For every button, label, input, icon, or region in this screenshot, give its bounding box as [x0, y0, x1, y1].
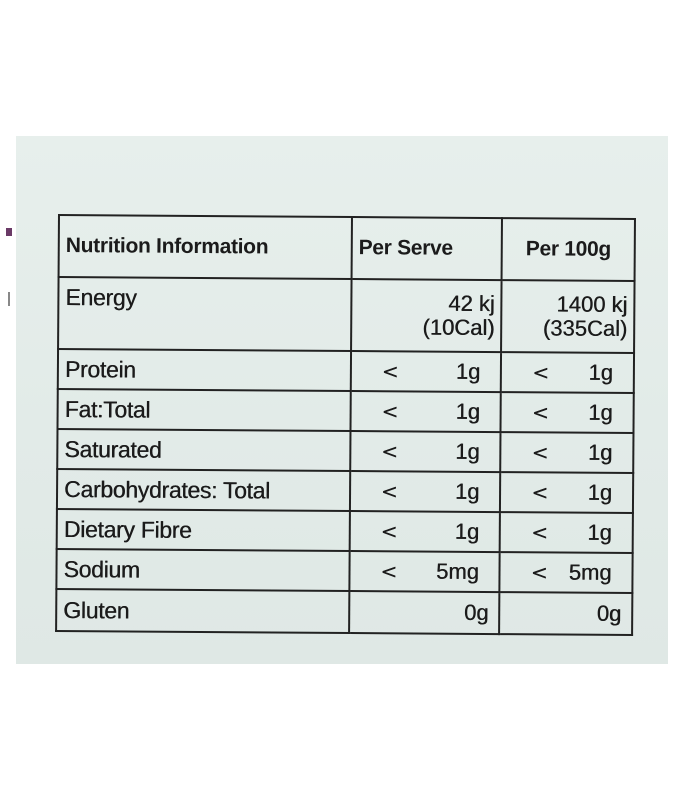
less-than-symbol: < — [531, 520, 548, 545]
less-than-symbol: < — [532, 360, 550, 385]
per-serve-value: 1g — [455, 398, 481, 424]
row-label: Carbohydrates: Total — [56, 469, 351, 512]
per-100g-value: 1g — [588, 359, 613, 385]
edge-mark-2 — [8, 292, 10, 306]
table-row: Fat:Total <1g <1g — [57, 389, 634, 434]
energy-per-100g-cal: (335Cal) — [542, 315, 628, 341]
energy-per-serve: 42 kj (10Cal) — [350, 279, 502, 353]
per-100g-cell: <1g — [500, 472, 634, 514]
per-serve-value: 1g — [454, 478, 480, 504]
header-row: Nutrition Information Per Serve Per 100g — [58, 215, 635, 282]
label-photo: Nutrition Information Per Serve Per 100g… — [16, 136, 668, 664]
table-row: Dietary Fibre <1g <1g — [56, 508, 633, 554]
per-100g-value: 0g — [499, 592, 633, 636]
less-than-symbol: < — [380, 479, 398, 504]
row-label: Protein — [57, 349, 351, 392]
per-100g-cell: <5mg — [499, 552, 633, 594]
per-100g-value: 1g — [588, 399, 613, 425]
nutrition-table: Nutrition Information Per Serve Per 100g… — [55, 214, 636, 636]
edge-mark — [6, 228, 12, 236]
per-serve-cell: <1g — [350, 351, 502, 393]
row-label: Fat:Total — [57, 389, 351, 432]
energy-per-serve-kj: 42 kj — [448, 290, 495, 317]
header-nutrition-information: Nutrition Information — [58, 215, 352, 280]
table-row: Carbohydrates: Total <1g <1g — [56, 469, 634, 514]
row-label: Gluten — [56, 588, 350, 634]
per-serve-cell: <1g — [350, 431, 501, 473]
per-100g-value: 1g — [587, 479, 613, 505]
row-label: Saturated — [57, 429, 351, 472]
per-serve-value: 1g — [455, 358, 481, 384]
per-serve-value: 1g — [454, 518, 480, 544]
per-serve-cell: <1g — [349, 511, 501, 553]
table-row: Protein <1g <1g — [57, 349, 635, 394]
per-100g-cell: <1g — [500, 392, 634, 434]
energy-per-serve-cal: (10Cal) — [422, 314, 495, 341]
energy-per-100g: 1400 kj (335Cal) — [501, 280, 635, 354]
table-row: Sodium <5mg <5mg — [56, 548, 633, 594]
table-row-energy: Energy 42 kj (10Cal) 1400 kj (335Cal) — [58, 277, 635, 354]
energy-per-100g-kj: 1400 kj — [556, 291, 628, 317]
row-label: Dietary Fibre — [56, 508, 350, 552]
table-row: Gluten 0g 0g — [56, 588, 633, 636]
less-than-symbol: < — [380, 519, 398, 544]
per-100g-cal: <1g — [501, 352, 635, 394]
less-than-symbol: < — [381, 399, 399, 424]
per-serve-value: 0g — [348, 591, 500, 635]
less-than-symbol: < — [531, 440, 549, 465]
header-per-100g: Per 100g — [501, 218, 635, 282]
per-100g-value: 1g — [587, 439, 613, 465]
per-serve-value: 5mg — [435, 558, 479, 584]
per-100g-value: 1g — [587, 519, 612, 545]
less-than-symbol: < — [381, 439, 399, 464]
less-than-symbol: < — [381, 359, 399, 384]
less-than-symbol: < — [531, 400, 549, 425]
per-serve-cell: <1g — [350, 391, 502, 433]
less-than-symbol: < — [531, 480, 549, 505]
less-than-symbol: < — [380, 559, 398, 584]
nutrition-label: Nutrition Information Per Serve Per 100g… — [46, 200, 636, 640]
per-serve-cell: <5mg — [349, 551, 500, 593]
row-label: Energy — [58, 277, 352, 352]
less-than-symbol: < — [530, 560, 548, 585]
per-100g-cell: <1g — [500, 432, 634, 474]
per-100g-cell: <1g — [499, 512, 633, 554]
row-label: Sodium — [56, 548, 350, 592]
per-serve-value: 1g — [455, 438, 480, 464]
per-serve-cell: <1g — [349, 471, 501, 513]
table-row: Saturated <1g <1g — [57, 429, 634, 474]
header-per-serve: Per Serve — [351, 217, 503, 281]
per-100g-value: 5mg — [568, 559, 612, 585]
